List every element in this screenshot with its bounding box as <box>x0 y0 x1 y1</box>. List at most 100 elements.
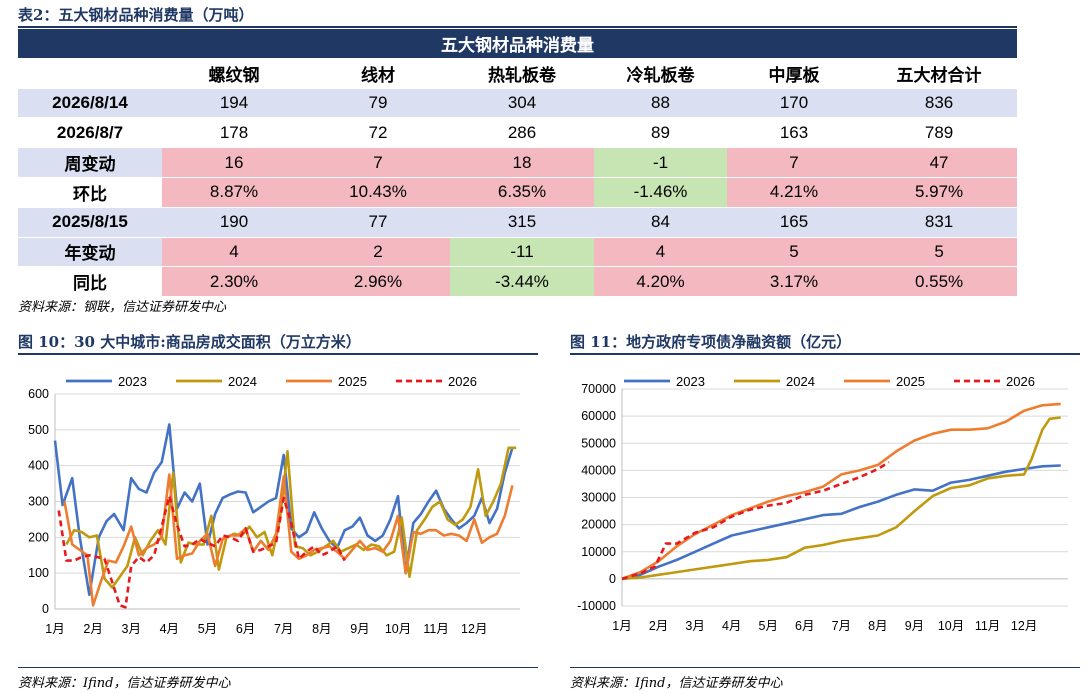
table-cell: 2 <box>306 237 450 268</box>
chart11-caption-rule <box>570 353 1080 355</box>
table-cell: 4 <box>594 237 727 268</box>
table-cell: 5.97% <box>861 177 1018 208</box>
table-cell: 836 <box>861 88 1018 119</box>
table-cell: 7 <box>727 147 861 178</box>
x-tick-label: 6月 <box>236 622 255 636</box>
row-label: 环比 <box>18 177 162 208</box>
row-label: 2025/8/15 <box>18 207 162 238</box>
y-tick-label: 0 <box>609 572 616 586</box>
row-label: 年变动 <box>18 237 162 268</box>
column-header: 螺纹钢 <box>162 58 306 89</box>
table-row: 周变动 16 7 18 -1 7 47 <box>18 147 1018 178</box>
series-line-2024 <box>621 416 1061 581</box>
housing-sales-chart: 0 100 200 300 400 500 600 1月 2月 3月 4月 5月 6月 7月 8月 9月 10月… <box>28 374 520 636</box>
column-header: 线材 <box>306 58 450 89</box>
y-tick-label: 10000 <box>581 545 616 559</box>
x-tick-label: 5月 <box>759 619 778 633</box>
table-cell: 170 <box>727 88 861 119</box>
x-tick-label: 8月 <box>868 619 887 633</box>
table-header-row: 螺纹钢 线材 热轧板卷 冷轧板卷 中厚板 五大材合计 <box>18 58 1018 89</box>
table-cell: 163 <box>727 117 861 149</box>
chart10-source: 资料来源：Ifind，信达证券研发中心 <box>18 676 231 691</box>
x-tick-label: 4月 <box>722 619 741 633</box>
y-tick-label: 300 <box>28 495 49 509</box>
table-cell: 4.20% <box>594 266 727 298</box>
chart10-caption: 图 10：30 大中城市:商品房成交面积（万立方米） <box>18 333 361 351</box>
special-bond-chart: -10000 0 10000 20000 30000 40000 50000 60000 700… <box>577 374 1068 633</box>
table-cell: 831 <box>861 207 1018 238</box>
table-cell: 304 <box>450 88 594 119</box>
column-header: 热轧板卷 <box>450 58 594 89</box>
table-cell: 4 <box>162 237 306 268</box>
legend-label-2026: 2026 <box>1006 374 1035 389</box>
table-cell: -1.46% <box>594 177 727 208</box>
row-label: 2026/8/14 <box>18 88 162 119</box>
table-cell: 2.30% <box>162 266 306 298</box>
column-header: 中厚板 <box>727 58 861 89</box>
chart11-source: 资料来源：Ifind，信达证券研发中心 <box>570 676 783 691</box>
table-cell: 18 <box>450 147 594 178</box>
y-tick-label: -10000 <box>577 599 616 613</box>
table-cell: 190 <box>162 207 306 238</box>
table-cell: 165 <box>727 207 861 238</box>
table-caption: 表2：五大钢材品种消费量（万吨） <box>18 6 254 24</box>
x-tick-label: 10月 <box>385 622 411 636</box>
x-tick-label: 7月 <box>274 622 293 636</box>
x-tick-label: 7月 <box>832 619 851 633</box>
header-corner <box>18 58 162 89</box>
table-cell: 5 <box>727 237 861 268</box>
table-cell: 8.87% <box>162 177 306 208</box>
legend-label-2024: 2024 <box>228 374 257 389</box>
table-cell: -11 <box>450 237 594 268</box>
x-tick-label: 8月 <box>312 622 331 636</box>
chart11-caption: 图 11：地方政府专项债净融资额（亿元） <box>570 333 852 351</box>
table-cell: 5 <box>861 237 1018 268</box>
series-line-2023 <box>621 464 1061 581</box>
series-line-2023 <box>53 423 514 596</box>
y-tick-label: 30000 <box>581 491 616 505</box>
table-cell: 4.21% <box>727 177 861 208</box>
table-title: 五大钢材品种消费量 <box>18 29 1018 59</box>
table-row: 同比 2.30% 2.96% -3.44% 4.20% 3.17% 0.55% <box>18 266 1018 298</box>
y-tick-label: 500 <box>28 423 49 437</box>
chart11-bottom-rule <box>570 667 1080 668</box>
y-tick-label: 600 <box>28 387 49 401</box>
x-tick-label: 4月 <box>160 622 179 636</box>
table-cell: 89 <box>594 117 727 149</box>
legend-label-2024: 2024 <box>786 374 815 389</box>
y-tick-label: 400 <box>28 459 49 473</box>
legend-label-2026: 2026 <box>448 374 477 389</box>
table-row: 2026/8/7 178 72 286 89 163 789 <box>18 117 1018 149</box>
y-tick-label: 50000 <box>581 436 616 450</box>
series-line-2026 <box>621 461 890 581</box>
y-tick-label: 40000 <box>581 463 616 477</box>
x-tick-label: 10月 <box>938 619 964 633</box>
table-row: 2026/8/14 194 79 304 88 170 836 <box>18 88 1018 119</box>
row-label: 周变动 <box>18 147 162 178</box>
table-source: 资料来源：钢联，信达证券研发中心 <box>18 300 227 315</box>
column-header: 五大材合计 <box>861 58 1018 89</box>
x-tick-label: 3月 <box>685 619 704 633</box>
x-tick-label: 9月 <box>350 622 369 636</box>
x-tick-label: 1月 <box>612 619 631 633</box>
legend-label-2023: 2023 <box>676 374 705 389</box>
x-tick-label: 11月 <box>975 619 1000 633</box>
table-cell: 286 <box>450 117 594 149</box>
table-caption-rule <box>18 26 1017 28</box>
legend-label-2025: 2025 <box>338 374 367 389</box>
table-cell: -1 <box>594 147 727 178</box>
table-cell: 194 <box>162 88 306 119</box>
y-tick-label: 100 <box>28 566 49 580</box>
y-tick-label: 20000 <box>581 518 616 532</box>
chart10-caption-rule <box>18 353 538 355</box>
x-tick-label: 11月 <box>423 622 448 636</box>
y-tick-label: 70000 <box>581 382 616 396</box>
table-cell: 47 <box>861 147 1018 178</box>
series-line-2025 <box>621 402 1061 581</box>
table-row: 环比 8.87% 10.43% 6.35% -1.46% 4.21% 5.97% <box>18 177 1018 208</box>
table-cell: 178 <box>162 117 306 149</box>
table-cell: 2.96% <box>306 266 450 298</box>
series-line-2026 <box>57 494 346 609</box>
x-tick-label: 12月 <box>461 622 487 636</box>
table-cell: 72 <box>306 117 450 149</box>
